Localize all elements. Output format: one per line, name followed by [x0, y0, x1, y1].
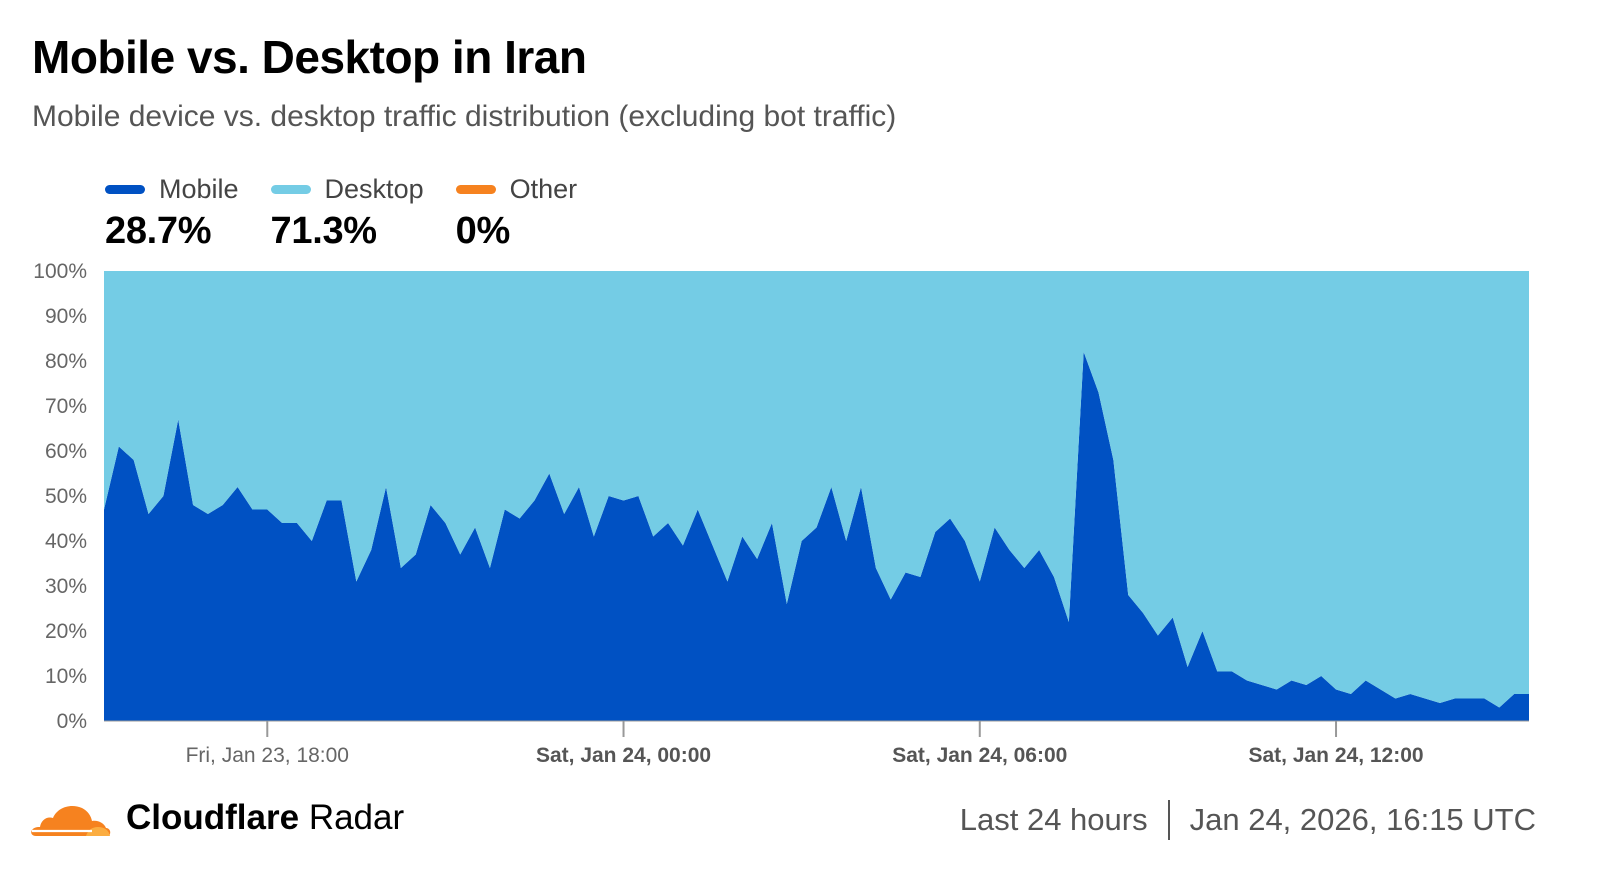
legend-label-desktop: Desktop — [324, 173, 424, 204]
footer-separator — [1167, 800, 1170, 840]
y-tick-label: 30% — [45, 575, 87, 598]
time-range: Last 24 hours — [959, 802, 1148, 837]
y-tick-label: 70% — [45, 395, 87, 418]
cloudflare-radar-logo[interactable]: Cloudflare Radar — [30, 798, 404, 838]
legend-item-desktop[interactable]: Desktop 71.3% — [270, 172, 424, 253]
legend-swatch-mobile — [105, 184, 145, 194]
legend-item-other[interactable]: Other 0% — [455, 172, 578, 253]
area-series-mobile[interactable] — [104, 352, 1529, 721]
legend-swatch-desktop — [270, 184, 311, 194]
legend-label-other: Other — [509, 173, 578, 204]
legend-swatch-other — [455, 184, 496, 194]
y-tick-label: 80% — [45, 350, 87, 373]
area-series-desktop[interactable] — [104, 271, 1529, 708]
y-tick-label: 90% — [45, 305, 87, 328]
legend-value-mobile: 28.7% — [105, 210, 212, 252]
chart-subtitle: Mobile device vs. desktop traffic distri… — [32, 100, 897, 133]
legend-value-desktop: 71.3% — [270, 210, 378, 252]
x-tick-label: Sat, Jan 24, 00:00 — [536, 744, 711, 767]
legend-item-mobile[interactable]: Mobile 28.7% — [105, 172, 239, 253]
y-tick-label: 100% — [33, 260, 87, 283]
y-tick-label: 20% — [45, 620, 87, 643]
y-tick-label: 50% — [45, 485, 87, 508]
legend-value-other: 0% — [455, 210, 511, 252]
y-tick-label: 0% — [57, 710, 87, 733]
cloudflare-cloud-icon — [31, 806, 111, 836]
legend: Mobile 28.7% Desktop 71.3% Other 0% — [105, 172, 609, 253]
footer-meta: Last 24 hours Jan 24, 2026, 16:15 UTC — [960, 800, 1536, 840]
timestamp: Jan 24, 2026, 16:15 UTC — [1189, 802, 1536, 837]
y-axis: 0% 10% 20% 30% 40% 50% 60% 70% 80% 90% 100% — [33, 260, 87, 733]
brand-bold: Cloudflare — [126, 798, 300, 837]
y-tick-label: 10% — [45, 665, 87, 688]
x-tick-label: Sat, Jan 24, 12:00 — [1248, 744, 1423, 767]
chart-areas — [104, 271, 1529, 721]
x-tick-label: Sat, Jan 24, 06:00 — [892, 744, 1067, 767]
y-tick-label: 60% — [45, 440, 87, 463]
y-tick-label: 40% — [45, 530, 87, 553]
chart-title: Mobile vs. Desktop in Iran — [32, 31, 587, 83]
brand-name: Cloudflare Radar — [126, 798, 404, 838]
area-chart: 0% 10% 20% 30% 40% 50% 60% 70% 80% 90% 100% Fri, J… — [33, 260, 1529, 767]
x-tick-label: Fri, Jan 23, 18:00 — [186, 744, 349, 767]
x-axis: Fri, Jan 23, 18:00 Sat, Jan 24, 00:00 Sat,… — [104, 720, 1529, 767]
brand-light: Radar — [308, 798, 405, 837]
legend-label-mobile: Mobile — [159, 173, 239, 204]
